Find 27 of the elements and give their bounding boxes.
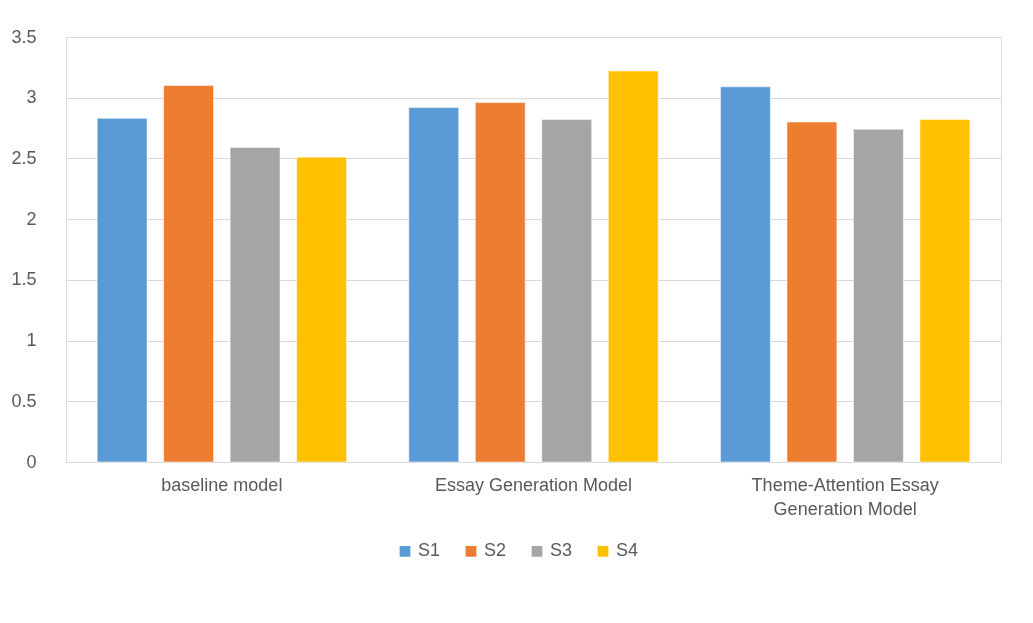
bar: [853, 129, 904, 463]
bar: [919, 119, 971, 463]
bar: [786, 121, 838, 463]
y-tick-label: 2.5: [11, 147, 37, 168]
legend-label: S2: [484, 540, 507, 561]
bar: [475, 102, 526, 463]
y-tick-label: 0.5: [11, 390, 37, 411]
bar: [96, 118, 148, 463]
x-tick-label: Essay Generation Model: [434, 474, 633, 495]
y-tick-label: 3: [26, 87, 37, 108]
legend-label: S4: [616, 540, 639, 561]
x-tick-label: Theme-Attention Essay Generation Model: [751, 474, 939, 519]
bar: [229, 147, 281, 463]
bar: [608, 70, 659, 463]
y-tick-label: 3.5: [11, 26, 37, 47]
y-tick-label: 0: [26, 451, 37, 472]
bar: [408, 107, 459, 463]
x-tick-label: baseline model: [161, 474, 283, 495]
bar: [541, 119, 592, 463]
legend-label: S1: [418, 540, 441, 561]
legend-label: S3: [550, 540, 573, 561]
y-tick-label: 2: [26, 208, 37, 229]
bar: [720, 86, 771, 463]
bar: [296, 156, 347, 463]
y-tick-label: 1: [26, 330, 37, 351]
y-tick-label: 1.5: [11, 269, 37, 290]
bar: [163, 85, 214, 463]
